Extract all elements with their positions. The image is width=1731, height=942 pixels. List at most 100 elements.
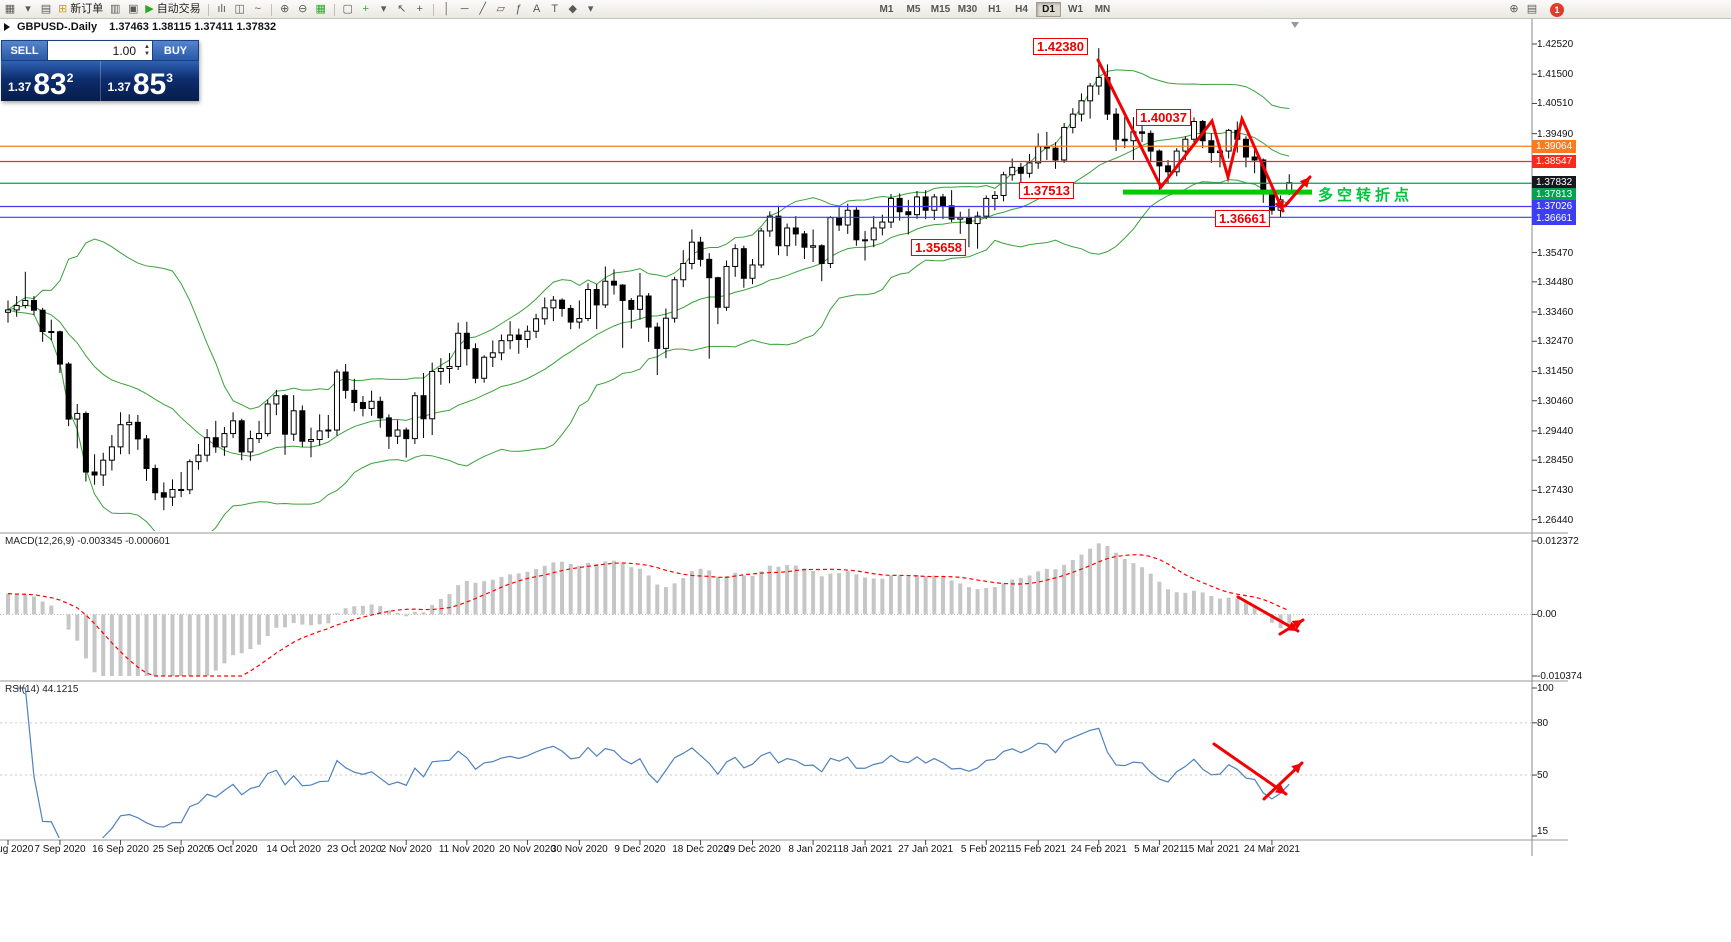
horizontal-level-lines[interactable] bbox=[0, 145, 1532, 218]
ask-big-digits: 85 bbox=[132, 68, 167, 101]
vertical-line-icon: │ bbox=[443, 3, 451, 15]
window-menu-icon[interactable] bbox=[4, 23, 10, 31]
fibonacci-tool[interactable]: ƒ bbox=[511, 2, 527, 18]
new-order-button-label: 新订单 bbox=[70, 3, 104, 15]
buy-button[interactable]: BUY bbox=[152, 40, 199, 61]
indicators-icon: ▾ bbox=[380, 3, 387, 15]
text-label-tool[interactable]: T bbox=[547, 2, 563, 18]
indicators-button[interactable]: + bbox=[358, 2, 374, 18]
new-order-button[interactable]: ⊞ 新订单 bbox=[56, 2, 105, 18]
volume-value: 1.00 bbox=[112, 43, 136, 58]
crosshair-tool-button[interactable]: + bbox=[412, 2, 428, 18]
bid-price[interactable]: 1.37 83 2 bbox=[1, 61, 100, 101]
trend-zigzag-drawing[interactable] bbox=[1096, 58, 1312, 213]
macd-label: MACD(12,26,9) -0.003345 -0.000601 bbox=[5, 536, 171, 547]
new-order-icon: ⊞ bbox=[58, 3, 68, 15]
cursor-tool-button[interactable]: ↖ bbox=[394, 2, 410, 18]
bar-chart-icon: ılı bbox=[217, 3, 226, 15]
panel-borders bbox=[0, 19, 1568, 856]
trade-prices-row: 1.37 83 2 1.37 85 3 bbox=[1, 61, 199, 101]
chart-shift-marker[interactable] bbox=[1291, 22, 1299, 28]
support-zone-line[interactable] bbox=[1123, 189, 1312, 195]
toolbar-separator bbox=[333, 3, 335, 16]
new-chart-dropdown[interactable]: ▾ bbox=[20, 2, 36, 18]
equidistant-channel-icon: ▱ bbox=[496, 3, 505, 15]
trendline-tool[interactable]: ╱ bbox=[475, 2, 491, 18]
new-chart-button[interactable]: ▦ bbox=[2, 2, 18, 18]
autotrading-button-label: 自动交易 bbox=[156, 3, 201, 15]
toolbar-separator bbox=[432, 3, 434, 16]
notification-badge[interactable]: 1 bbox=[1550, 2, 1564, 17]
auto-arrange-button[interactable]: ▢ bbox=[340, 2, 356, 18]
stepper-up-icon[interactable]: ▲ bbox=[144, 43, 150, 50]
arrows-icon: ◆ bbox=[568, 3, 577, 15]
search-symbol-button[interactable]: ⊕ bbox=[1506, 2, 1522, 18]
zoom-out-button[interactable]: ⊖ bbox=[295, 2, 311, 18]
cursor-tool-icon: ↖ bbox=[397, 3, 407, 15]
volume-input[interactable]: 1.00 ▲ ▼ bbox=[48, 40, 152, 61]
zoom-in-button[interactable]: ⊕ bbox=[277, 2, 293, 18]
tile-windows-icon: ▦ bbox=[315, 3, 326, 15]
stepper-down-icon[interactable]: ▼ bbox=[144, 50, 150, 57]
arrows-tool[interactable]: ◆ bbox=[565, 2, 581, 18]
timeframe-button-m30[interactable]: M30 bbox=[957, 4, 978, 15]
vertical-line-tool[interactable]: │ bbox=[439, 2, 455, 18]
volume-stepper[interactable]: ▲ ▼ bbox=[144, 41, 150, 60]
new-chart-icon: ▦ bbox=[4, 3, 16, 15]
horizontal-line-tool[interactable]: ─ bbox=[457, 2, 473, 18]
toolbar-left-group: ▦ ▾ ▤ ⊞ 新订单 ▥ ▣ ▶ 自动交易 ılı ◫ ~ ⊕ ⊖ ▦ ▢ + ▾ ↖ + │ ─ ╱ ▱ ƒ A T ◆ ▾ bbox=[2, 1, 599, 18]
text-icon: A bbox=[533, 3, 541, 15]
bid-prefix: 1.37 bbox=[8, 80, 32, 94]
data-window-button[interactable]: ▤ bbox=[1524, 2, 1540, 18]
navigator-button[interactable]: ▣ bbox=[125, 2, 141, 18]
navigator-icon: ▣ bbox=[128, 3, 139, 15]
data-window-icon: ▤ bbox=[1526, 3, 1538, 15]
auto-arrange-icon: ▢ bbox=[342, 3, 353, 15]
axis-ticks bbox=[7, 43, 1537, 845]
timeframe-button-m5[interactable]: M5 bbox=[906, 4, 921, 15]
one-click-trading-panel: SELL 1.00 ▲ ▼ BUY 1.37 83 2 1.37 85 3 bbox=[1, 40, 199, 101]
sell-button[interactable]: SELL bbox=[1, 40, 48, 61]
bar-chart-button[interactable]: ılı bbox=[214, 2, 230, 18]
rsi-arrows-drawing[interactable] bbox=[1212, 742, 1304, 801]
market-watch-button[interactable]: ▥ bbox=[107, 2, 123, 18]
trendline-icon: ╱ bbox=[479, 3, 486, 15]
ask-price[interactable]: 1.37 85 3 bbox=[99, 61, 200, 101]
new-chart-icon: ▾ bbox=[25, 3, 31, 15]
horizontal-line-icon: ─ bbox=[460, 3, 469, 15]
toolbar-separator bbox=[270, 3, 272, 16]
arrows-icon: ▾ bbox=[587, 3, 594, 15]
rsi-label: RSI(14) 44.1215 bbox=[5, 684, 79, 695]
text-label-icon: T bbox=[551, 3, 559, 15]
autotrading-button[interactable]: ▶ 自动交易 bbox=[143, 2, 202, 18]
bid-big-digits: 83 bbox=[33, 68, 67, 101]
candlestick-chart-button[interactable]: ◫ bbox=[232, 2, 248, 18]
fibonacci-icon: ƒ bbox=[515, 3, 522, 15]
timeframe-button-h4[interactable]: H4 bbox=[1015, 4, 1028, 15]
ohlc-values: 1.37463 1.38115 1.37411 1.37832 bbox=[109, 21, 277, 33]
timeframe-toolbar: M1 M5 M15 M30 H1 H4 D1 W1 MN bbox=[874, 1, 1115, 18]
zoom-in-icon: ⊕ bbox=[280, 3, 290, 15]
profiles-button[interactable]: ▤ bbox=[38, 2, 54, 18]
candlesticks bbox=[5, 48, 1293, 511]
timeframe-button-mn[interactable]: MN bbox=[1094, 4, 1111, 15]
tile-windows-button[interactable]: ▦ bbox=[313, 2, 329, 18]
market-watch-icon: ▥ bbox=[110, 3, 121, 15]
timeframe-button-w1[interactable]: W1 bbox=[1068, 4, 1083, 15]
rsi-indicator bbox=[0, 687, 1532, 838]
chart-title: GBPUSD-.Daily 1.37463 1.38115 1.37411 1.… bbox=[17, 21, 276, 33]
text-tool[interactable]: A bbox=[529, 2, 545, 18]
timeframe-button-m1[interactable]: M1 bbox=[879, 4, 894, 15]
timeframe-button-m15[interactable]: M15 bbox=[930, 4, 951, 15]
indicators-dropdown[interactable]: ▾ bbox=[376, 2, 392, 18]
arrows-dropdown[interactable]: ▾ bbox=[583, 2, 599, 18]
line-chart-button[interactable]: ~ bbox=[250, 2, 266, 18]
timeframe-button-d1[interactable]: D1 bbox=[1036, 2, 1061, 17]
timeframe-button-h1[interactable]: H1 bbox=[988, 4, 1001, 15]
trade-controls-row: SELL 1.00 ▲ ▼ BUY bbox=[1, 40, 199, 61]
toolbar-right-group: ⊕ ▤ 1 bbox=[1506, 1, 1564, 18]
equidistant-channel-tool[interactable]: ▱ bbox=[493, 2, 509, 18]
indicators-icon: + bbox=[362, 3, 369, 15]
macd-arrows-drawing[interactable] bbox=[1236, 595, 1305, 636]
